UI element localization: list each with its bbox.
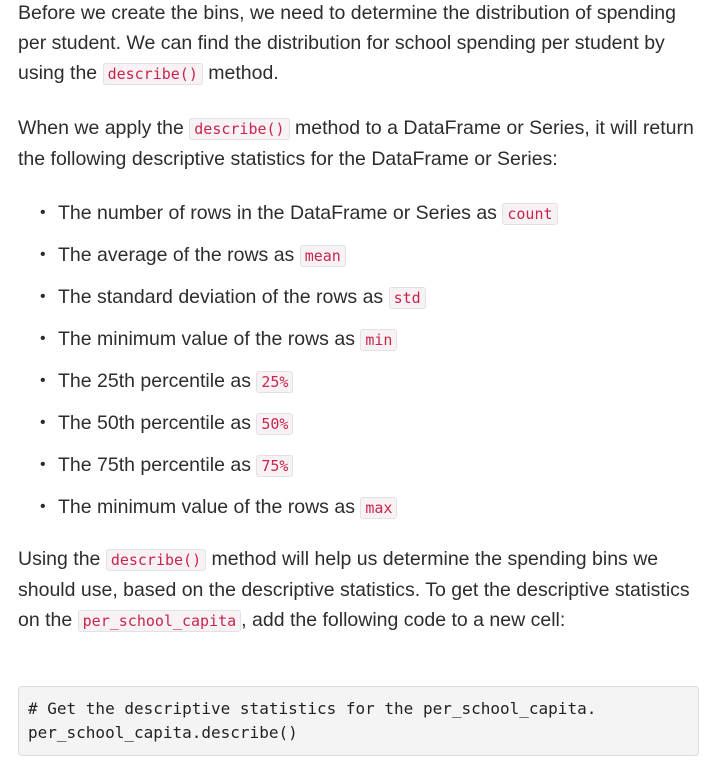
describe-paragraph: When we apply the describe() method to a… bbox=[18, 113, 699, 174]
list-item: • The number of rows in the DataFrame or … bbox=[40, 198, 699, 229]
list-item-text: The minimum value of the rows as bbox=[58, 496, 361, 518]
list-item-text: The 25th percentile as bbox=[58, 370, 257, 392]
inline-code-describe: describe() bbox=[105, 549, 207, 571]
intro-paragraph: Before we create the bins, we need to de… bbox=[18, 0, 699, 89]
inline-code: max bbox=[360, 497, 398, 519]
statistics-list: • The number of rows in the DataFrame or … bbox=[18, 198, 699, 523]
inline-code: count bbox=[502, 203, 558, 225]
code-comment-line: # Get the descriptive statistics for the… bbox=[28, 699, 597, 718]
bullet-icon: • bbox=[40, 288, 46, 305]
describe-text-b: method to a DataFrame or Series, it will… bbox=[18, 117, 694, 170]
inline-code: 50% bbox=[256, 413, 294, 435]
bullet-icon: • bbox=[40, 456, 46, 473]
describe-text-a: When we apply the bbox=[18, 117, 190, 139]
intro-text-a: Before we create the bins, we need to de… bbox=[18, 2, 676, 84]
list-item-text: The number of rows in the DataFrame or S… bbox=[58, 202, 503, 224]
bins-paragraph: Using the describe() method will help us… bbox=[18, 544, 699, 636]
code-statement-line: per_school_capita.describe() bbox=[28, 723, 298, 742]
list-item: • The standard deviation of the rows as s… bbox=[40, 282, 699, 313]
inline-code: mean bbox=[299, 245, 346, 267]
inline-code-per-school-capita: per_school_capita bbox=[77, 610, 242, 632]
bullet-icon: • bbox=[40, 204, 46, 221]
list-item-text: The standard deviation of the rows as bbox=[58, 286, 389, 308]
bullet-icon: • bbox=[40, 372, 46, 389]
list-item-text: The minimum value of the rows as bbox=[58, 328, 361, 350]
inline-code: min bbox=[360, 329, 398, 351]
list-item: • The 50th percentile as 50% bbox=[40, 408, 699, 439]
bins-text-c: , add the following code to a new cell: bbox=[241, 609, 566, 631]
list-item: • The average of the rows as mean bbox=[40, 240, 699, 271]
list-item: • The minimum value of the rows as max bbox=[40, 492, 699, 523]
list-item-text: The 75th percentile as bbox=[58, 454, 257, 476]
inline-code: std bbox=[388, 287, 426, 309]
list-item-text: The 50th percentile as bbox=[58, 412, 257, 434]
code-block[interactable]: # Get the descriptive statistics for the… bbox=[18, 686, 699, 756]
inline-code-describe: describe() bbox=[189, 118, 290, 140]
bullet-icon: • bbox=[40, 414, 46, 431]
bullet-icon: • bbox=[40, 330, 46, 347]
intro-text-b: method. bbox=[202, 62, 279, 84]
list-item: • The 25th percentile as 25% bbox=[40, 366, 699, 397]
bins-text-b: method will help us determine the spendi… bbox=[18, 548, 690, 631]
bullet-icon: • bbox=[40, 498, 46, 515]
inline-code: 75% bbox=[256, 455, 294, 477]
bins-text-a: Using the bbox=[18, 548, 106, 570]
inline-code: 25% bbox=[256, 371, 294, 393]
bullet-icon: • bbox=[40, 246, 46, 263]
inline-code-describe: describe() bbox=[102, 63, 203, 85]
list-item-text: The average of the rows as bbox=[58, 244, 300, 266]
list-item: • The minimum value of the rows as min bbox=[40, 324, 699, 355]
document-page: Before we create the bins, we need to de… bbox=[18, 0, 699, 756]
list-item: • The 75th percentile as 75% bbox=[40, 450, 699, 481]
